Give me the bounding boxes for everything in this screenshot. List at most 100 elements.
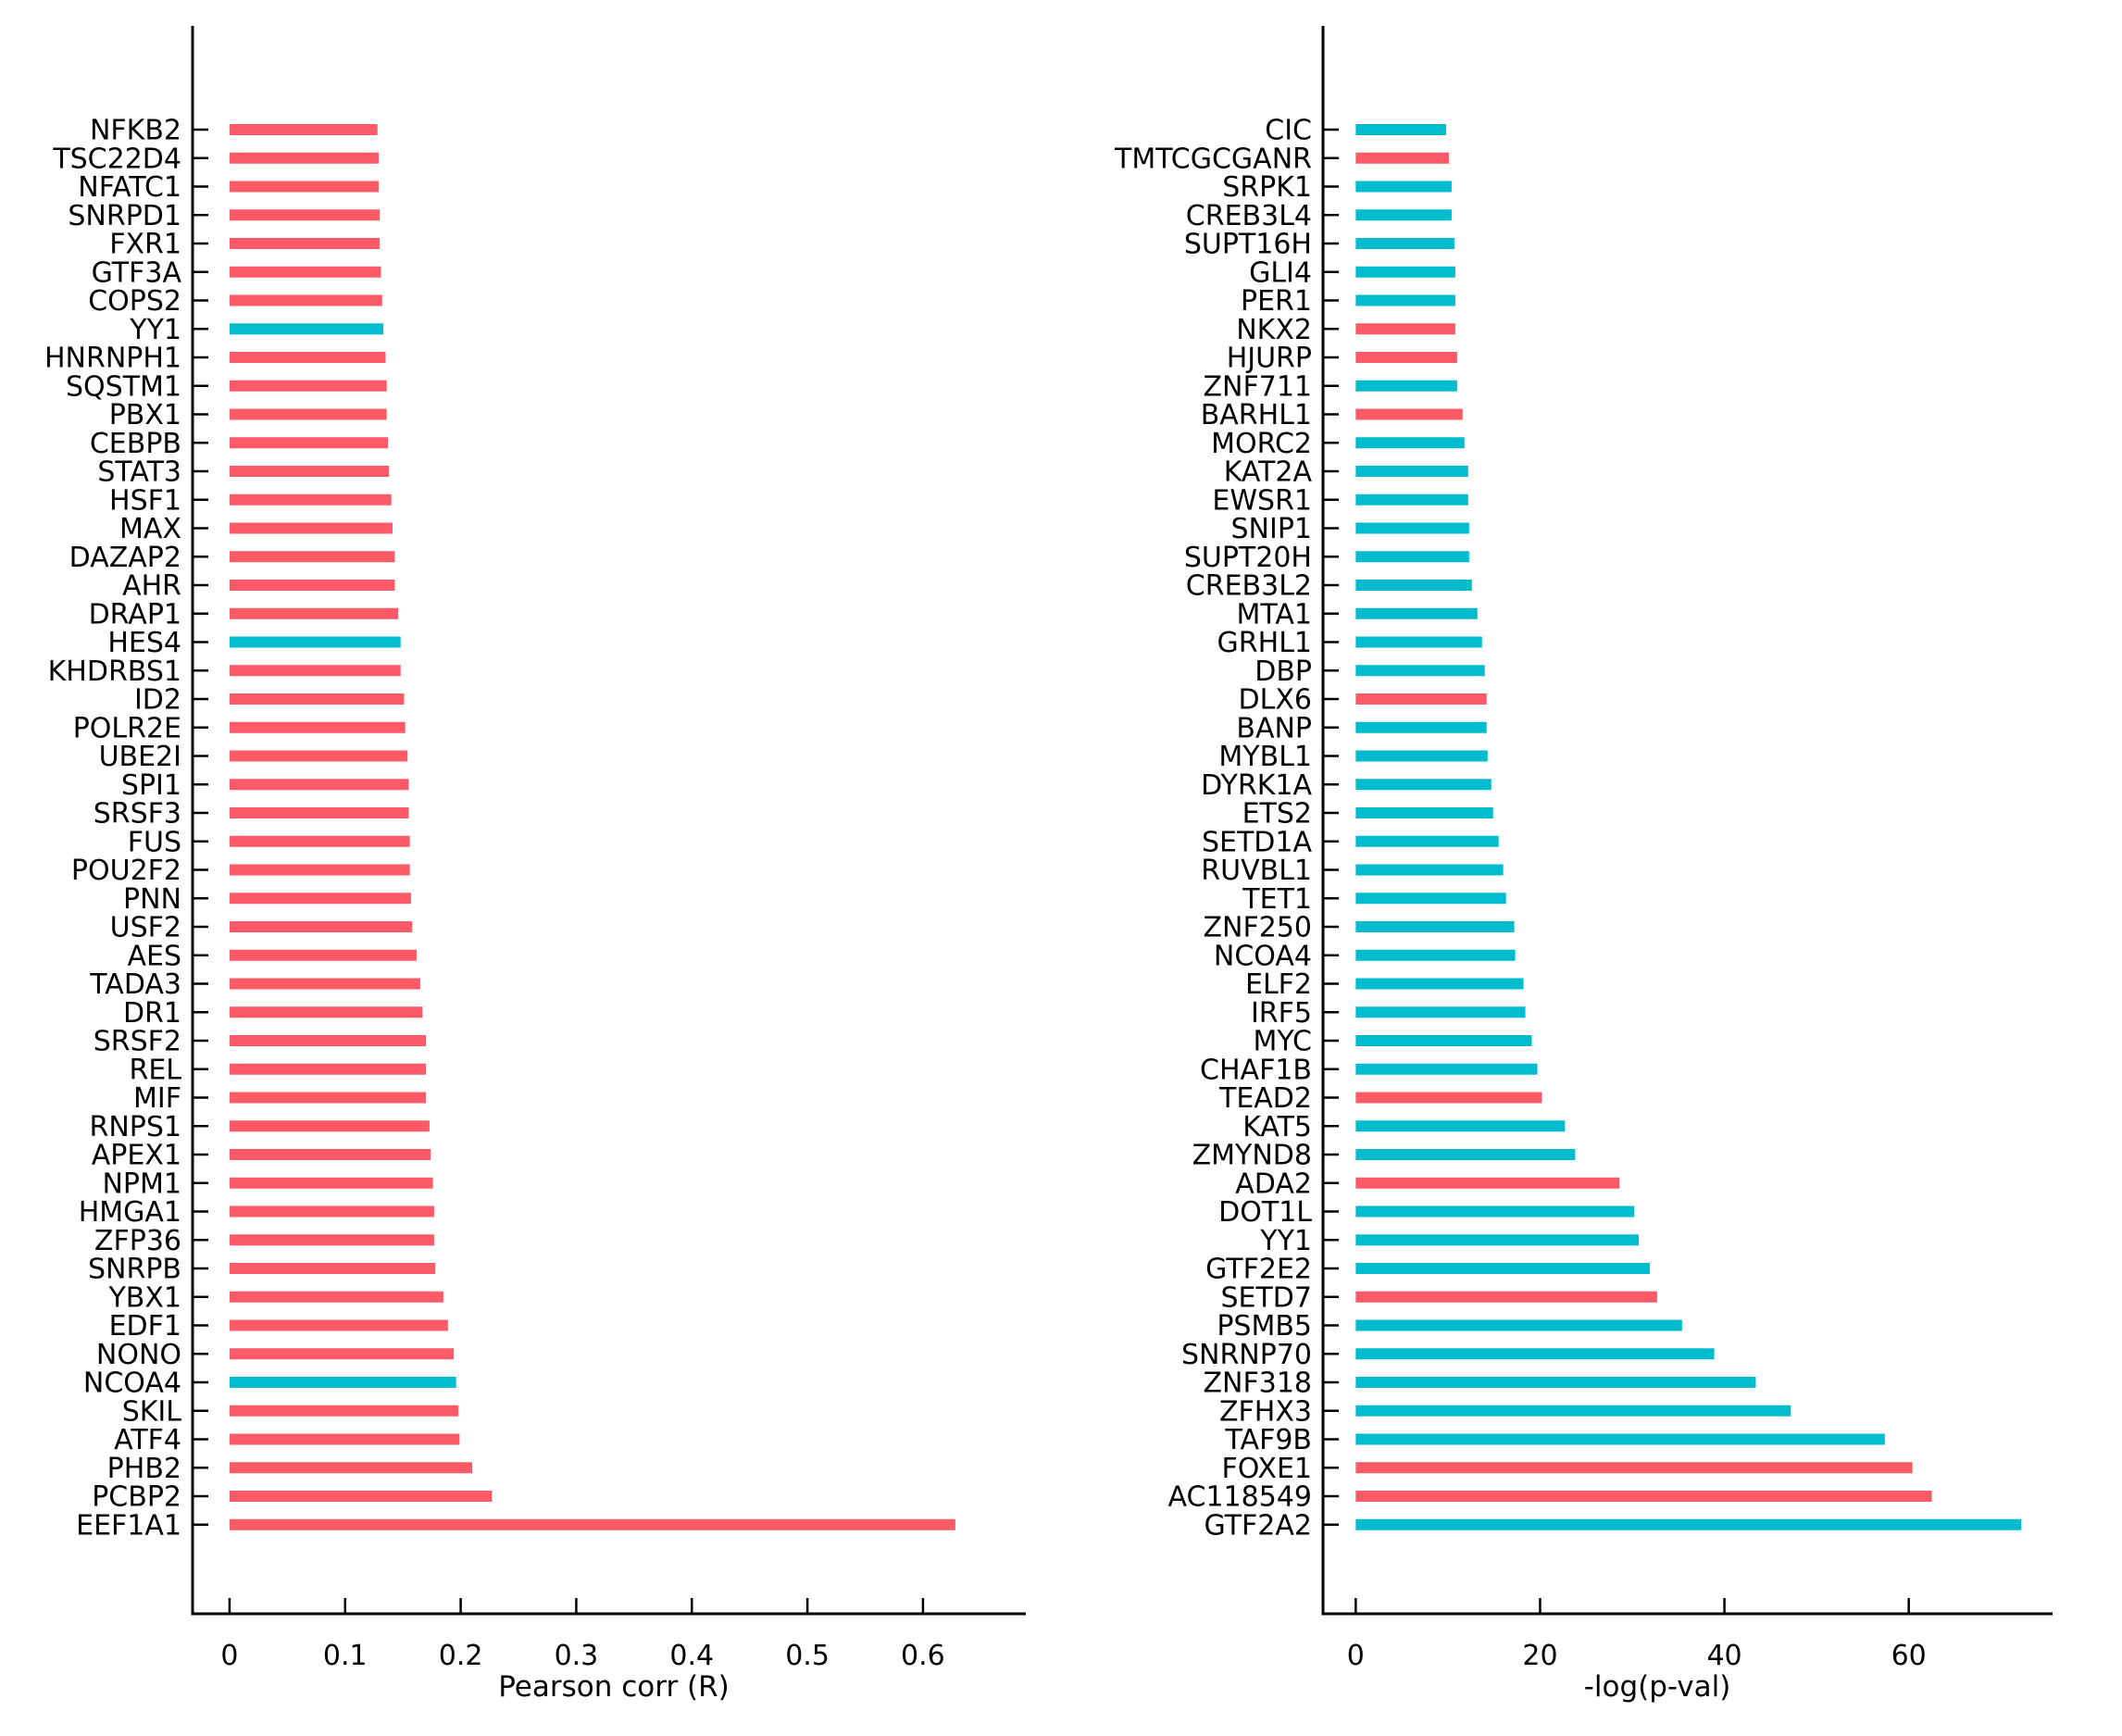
bar xyxy=(1355,978,1524,990)
y-axis-label: AES xyxy=(127,940,181,972)
bar xyxy=(1355,1433,1885,1445)
bar-row: KAT5 xyxy=(1242,1111,1566,1143)
bar xyxy=(1355,864,1504,876)
bar xyxy=(1355,1177,1620,1189)
y-axis-label: NFKB2 xyxy=(90,115,181,147)
y-axis-label: HMGA1 xyxy=(79,1196,181,1229)
bar xyxy=(1355,1149,1576,1160)
y-axis-label: POLR2E xyxy=(73,712,181,744)
bar xyxy=(1355,1092,1542,1104)
y-axis-label: SNRPB xyxy=(88,1254,181,1286)
bar-row: FOXE1 xyxy=(1221,1453,1913,1485)
bar-row: PCBP2 xyxy=(92,1481,493,1514)
bar-row: IRF5 xyxy=(1251,997,1526,1030)
bar-row: CREB3L4 xyxy=(1186,200,1452,232)
y-axis-label: SETD7 xyxy=(1220,1281,1312,1314)
bar xyxy=(229,693,405,705)
bar xyxy=(1355,1348,1715,1360)
bar-row: TADA3 xyxy=(89,968,420,1001)
bar xyxy=(1355,1377,1756,1388)
y-axis-label: SRSF3 xyxy=(94,798,181,831)
y-axis-label: TET1 xyxy=(1242,883,1312,916)
bar xyxy=(229,152,379,164)
bar-row: STAT3 xyxy=(97,456,390,489)
bar xyxy=(229,665,401,677)
bar xyxy=(1355,408,1463,420)
bar xyxy=(229,1035,427,1046)
bar xyxy=(1355,607,1478,619)
bar-row: SNIP1 xyxy=(1230,513,1469,545)
bar xyxy=(229,380,387,392)
bar-row: MYC xyxy=(1253,1026,1532,1058)
y-axis-label: DRAP1 xyxy=(89,598,181,631)
bar xyxy=(229,1092,427,1104)
bar xyxy=(1355,380,1457,392)
y-axis-label: SKIL xyxy=(122,1395,182,1428)
bar-row: MORC2 xyxy=(1211,428,1465,460)
y-axis-label: YY1 xyxy=(1259,1225,1312,1257)
y-axis-label: BARHL1 xyxy=(1201,399,1312,431)
y-axis-label: HNRNPH1 xyxy=(44,343,181,375)
bar xyxy=(229,1518,955,1530)
y-axis-label: USF2 xyxy=(110,912,181,944)
bar-row: GLI4 xyxy=(1249,256,1455,289)
bar xyxy=(229,978,420,990)
bar xyxy=(1355,437,1465,449)
y-axis-label: CREB3L2 xyxy=(1186,570,1312,603)
bar xyxy=(229,1205,434,1218)
bar-row: PER1 xyxy=(1241,285,1455,318)
y-axis-label: ATF4 xyxy=(114,1424,181,1456)
y-axis-label: DAZAP2 xyxy=(69,542,181,574)
bar xyxy=(1355,1319,1682,1331)
bar xyxy=(1355,636,1482,648)
y-axis-label: BANP xyxy=(1236,712,1312,744)
bar-row: MYBL1 xyxy=(1218,741,1488,773)
bar xyxy=(1355,779,1492,791)
bar-row: AC118549 xyxy=(1168,1481,1932,1514)
bar xyxy=(1355,152,1449,164)
x-tick-label: 0 xyxy=(1347,1640,1365,1672)
bar-row: HSF1 xyxy=(109,484,392,517)
bar xyxy=(229,408,387,420)
bar xyxy=(1355,352,1457,363)
bar xyxy=(1355,209,1452,221)
bar-row: EEF1A1 xyxy=(76,1509,955,1542)
bar-row: HMGA1 xyxy=(79,1196,434,1229)
bar-row: TSC22D4 xyxy=(52,143,379,175)
bar-row: SUPT16H xyxy=(1184,229,1454,261)
y-axis-label: NONO xyxy=(96,1339,181,1371)
y-axis-label: FUS xyxy=(128,826,181,858)
x-axis-title: Pearson corr (R) xyxy=(498,1670,730,1704)
bar-row: DRAP1 xyxy=(89,598,399,631)
bar xyxy=(229,323,383,335)
y-axis-label: ELF2 xyxy=(1245,968,1312,1001)
x-tick-label: 0.2 xyxy=(439,1640,483,1672)
bar-row: FXR1 xyxy=(109,229,381,261)
y-axis-label: ZNF318 xyxy=(1203,1368,1312,1400)
bar xyxy=(1355,323,1455,335)
bar-row: COPS2 xyxy=(88,285,382,318)
y-axis-label: MORC2 xyxy=(1211,428,1312,460)
y-axis-label: YY1 xyxy=(129,314,181,346)
bar xyxy=(229,466,390,477)
bar xyxy=(1355,1006,1526,1018)
bar xyxy=(229,1348,455,1360)
bar-row: SRPK1 xyxy=(1222,171,1452,204)
bar xyxy=(1355,493,1468,506)
y-axis-label: RUVBL1 xyxy=(1201,855,1312,887)
y-axis-label: DYRK1A xyxy=(1201,769,1312,802)
x-tick-label: 60 xyxy=(1891,1640,1927,1672)
bar xyxy=(229,493,392,506)
bar-row: REL xyxy=(129,1054,427,1086)
bar-row: UBE2I xyxy=(99,741,408,773)
bar xyxy=(229,949,418,961)
bar xyxy=(1355,693,1487,705)
y-axis-label: YBX1 xyxy=(107,1281,181,1314)
bar-row: SETD7 xyxy=(1220,1281,1657,1314)
y-axis-label: CIC xyxy=(1265,115,1312,147)
bar-row: SRSF3 xyxy=(94,798,409,831)
bar xyxy=(229,1234,434,1246)
bar xyxy=(1355,1518,2022,1530)
bar xyxy=(229,1405,459,1417)
y-axis-label: SQSTM1 xyxy=(66,370,181,403)
